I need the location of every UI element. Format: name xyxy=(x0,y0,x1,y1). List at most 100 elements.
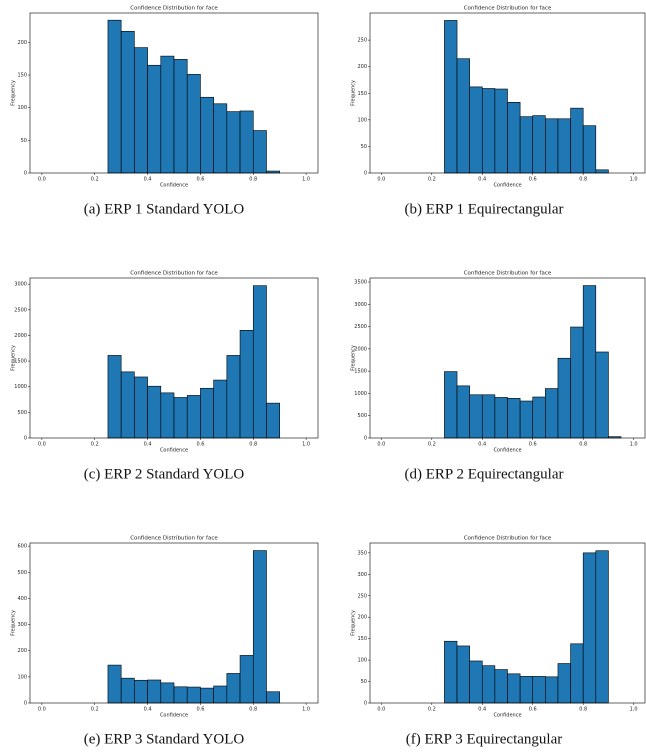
bar xyxy=(173,59,188,174)
y-axis-label: Frequency xyxy=(351,345,357,371)
y-tick-label: 300 xyxy=(17,622,27,628)
x-tick-label: 0.0 xyxy=(377,707,385,713)
x-tick-label: 0.0 xyxy=(38,177,46,183)
bar xyxy=(595,351,609,439)
x-tick-label: 0.2 xyxy=(428,177,436,183)
plot-frame xyxy=(29,277,319,439)
bar xyxy=(134,47,148,174)
bar xyxy=(200,687,214,704)
bar xyxy=(456,645,470,704)
bar xyxy=(570,643,584,704)
bar xyxy=(519,116,534,174)
y-tick-label: 1500 xyxy=(354,369,367,375)
y-tick-label: 3000 xyxy=(354,302,367,308)
chart-title: Confidence Distribution for face xyxy=(130,6,218,12)
x-tick-label: 0.6 xyxy=(529,442,537,448)
bar xyxy=(213,685,228,704)
bar xyxy=(570,326,584,439)
bar xyxy=(469,394,483,439)
x-tick-label: 0.6 xyxy=(529,177,537,183)
y-tick-label: 200 xyxy=(17,40,27,46)
x-tick-label: 0.2 xyxy=(91,442,99,448)
chart-panel: 0.0 0.2 0.4 0.6 0.8 1.0 0 500 1000 1500 2000 2500 30… xyxy=(11,271,319,482)
x-tick-label: 0.4 xyxy=(478,442,486,448)
x-tick-label: 1.0 xyxy=(630,707,638,713)
y-tick-label: 300 xyxy=(357,572,367,578)
bar xyxy=(120,677,135,704)
bar xyxy=(200,96,214,174)
x-axis-label: Confidence xyxy=(160,448,188,454)
x-tick-label: 0.0 xyxy=(38,442,46,448)
bar xyxy=(570,107,584,174)
bar xyxy=(147,64,162,174)
bar xyxy=(545,676,559,704)
bar xyxy=(252,130,267,174)
y-tick-label: 150 xyxy=(357,91,367,97)
bar xyxy=(557,663,571,704)
y-axis-label: Frequency xyxy=(351,80,357,106)
y-tick-label: 3000 xyxy=(14,282,27,288)
chart-panel: 0.0 0.2 0.4 0.6 0.8 1.0 0 50 100 150 200 250 300 350 C… xyxy=(351,536,646,747)
caption: (e) ERP 3 Standard YOLO xyxy=(84,731,245,747)
x-axis-label: Confidence xyxy=(160,713,188,719)
bar xyxy=(252,550,267,704)
y-tick-label: 150 xyxy=(17,73,27,79)
bar xyxy=(456,58,470,174)
x-tick-label: 0.6 xyxy=(196,707,204,713)
x-tick-label: 0.2 xyxy=(91,177,99,183)
bar xyxy=(252,285,267,439)
bar xyxy=(134,679,148,704)
bar xyxy=(582,552,597,704)
caption: (a) ERP 1 Standard YOLO xyxy=(84,201,245,217)
y-tick-label: 100 xyxy=(357,658,367,664)
caption: (f) ERP 3 Equirectangular xyxy=(406,731,562,747)
x-tick-label: 1.0 xyxy=(630,177,638,183)
y-axis-label: Frequency xyxy=(11,345,17,371)
x-tick-label: 0.4 xyxy=(478,177,486,183)
bar xyxy=(595,550,609,704)
bar xyxy=(519,400,534,439)
x-tick-label: 0.8 xyxy=(249,177,257,183)
y-tick-label: 0 xyxy=(24,701,27,707)
x-axis-label: Confidence xyxy=(160,183,188,189)
y-tick-label: 0 xyxy=(364,701,367,707)
y-axis-label: Frequency xyxy=(11,80,17,106)
bar xyxy=(444,371,458,439)
y-tick-label: 3500 xyxy=(354,280,367,286)
x-tick-label: 0.0 xyxy=(38,707,46,713)
bar xyxy=(507,673,521,704)
plot-frame xyxy=(369,12,646,174)
bar xyxy=(239,330,254,439)
bar xyxy=(173,397,188,439)
bar xyxy=(186,74,201,174)
y-tick-label: 200 xyxy=(357,615,367,621)
y-tick-label: 0 xyxy=(364,171,367,177)
chart-title: Confidence Distribution for face xyxy=(464,6,552,12)
y-tick-label: 500 xyxy=(17,410,27,416)
y-tick-label: 1500 xyxy=(14,359,27,365)
y-tick-label: 2000 xyxy=(14,333,27,339)
x-tick-label: 0.2 xyxy=(428,707,436,713)
bar xyxy=(239,110,254,174)
y-tick-label: 2500 xyxy=(14,307,27,313)
y-tick-label: 1000 xyxy=(14,384,27,390)
x-tick-label: 0.4 xyxy=(478,707,486,713)
x-tick-label: 1.0 xyxy=(630,442,638,448)
x-tick-label: 0.8 xyxy=(579,177,587,183)
bar xyxy=(444,20,458,174)
bar xyxy=(239,655,254,704)
bar xyxy=(186,686,201,704)
chart-panel: 0.0 0.2 0.4 0.6 0.8 1.0 0 500 1000 1500 2000 2500 30… xyxy=(351,271,646,482)
chart-title: Confidence Distribution for face xyxy=(464,536,552,542)
y-axis-label: Frequency xyxy=(351,610,357,636)
y-tick-label: 500 xyxy=(357,413,367,419)
x-tick-label: 0.4 xyxy=(144,177,152,183)
bar xyxy=(200,387,214,439)
bar xyxy=(213,103,228,174)
x-axis-label: Confidence xyxy=(493,183,521,189)
bar xyxy=(582,125,597,174)
bar xyxy=(507,398,521,439)
bar xyxy=(582,285,597,439)
x-tick-label: 0.6 xyxy=(196,442,204,448)
y-tick-label: 200 xyxy=(357,64,367,70)
